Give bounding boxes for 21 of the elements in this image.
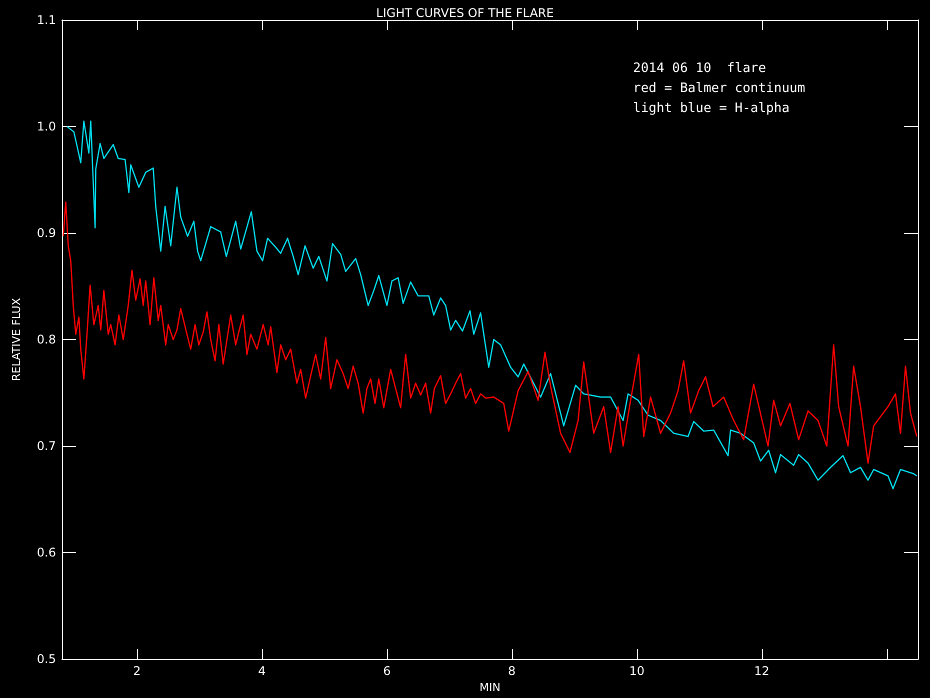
y-tick-label: 1.0 [36, 120, 56, 134]
x-tick-label: 2 [133, 664, 141, 678]
y-tick-label: 0.5 [36, 652, 56, 666]
y-tick-label: 0.8 [36, 332, 56, 347]
y-tick-label: 0.6 [36, 546, 56, 560]
y-tick-label: 0.9 [36, 226, 56, 240]
x-tick-label: 4 [258, 664, 266, 678]
x-tick-label: 8 [508, 664, 516, 678]
x-tick-label: 6 [383, 664, 391, 678]
x-axis-title: MIN [480, 681, 500, 694]
annotation: light blue = H-alpha [633, 101, 790, 116]
annotation: red = Balmer continuum [633, 81, 806, 96]
line-series [66, 120, 918, 490]
chart-title: LIGHT CURVES OF THE FLARE [376, 6, 554, 20]
y-tick-label: 1.1 [36, 13, 56, 27]
x-tick-label: 12 [754, 664, 770, 678]
y-tick-label: 0.7 [36, 439, 56, 454]
line-series [62, 201, 918, 464]
annotation: 2014 06 10 flare [633, 61, 766, 76]
x-tick-label: 10 [629, 664, 644, 678]
y-axis-title: RELATIVE FLUX [10, 298, 23, 382]
